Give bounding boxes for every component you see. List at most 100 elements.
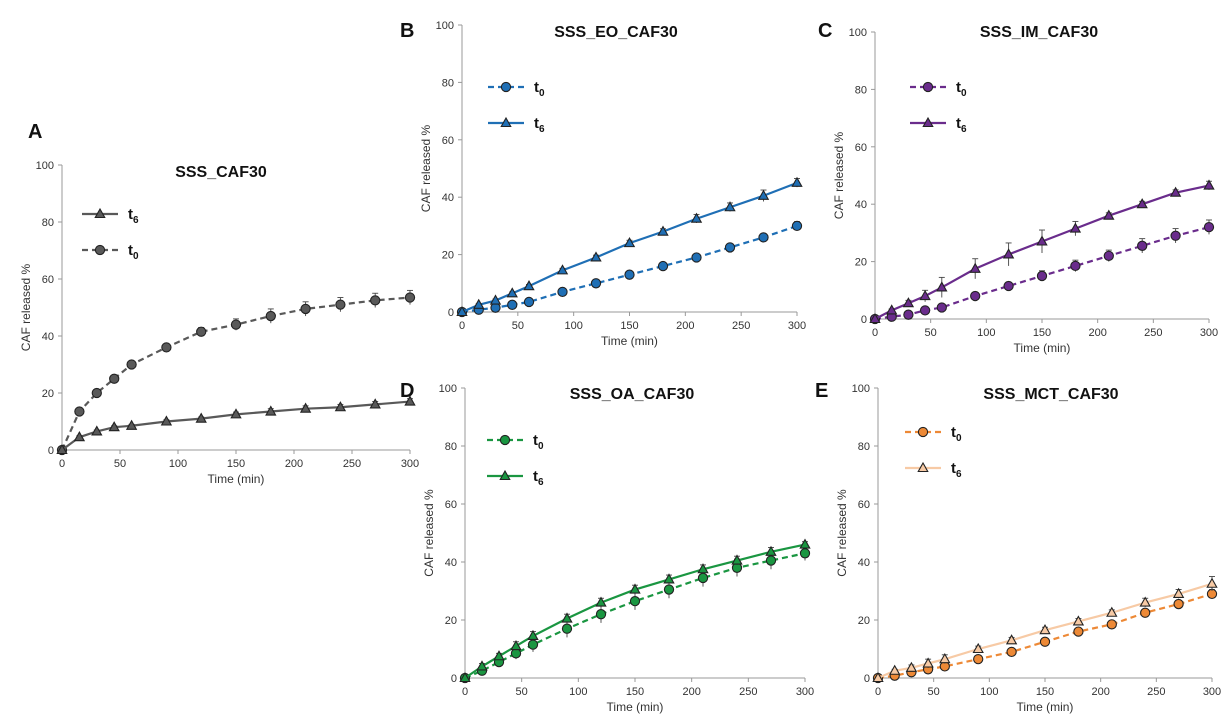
panel-d: D SSS_OA_CAF30 0 20 40 60 80 100 0 50 100 150 200 250… [400,380,814,714]
data-point [922,657,934,668]
data-point [476,660,488,671]
y-tick-label: 100 [36,160,54,172]
legend-label: t6 [128,206,139,226]
data-point [459,671,471,683]
data-point [73,431,86,442]
data-point [1172,587,1185,598]
y-tick-label: 60 [442,135,454,147]
data-point [161,342,172,353]
data-point [1069,222,1082,233]
panel-letter: A [28,121,42,143]
data-point [561,612,573,623]
x-tick-label: 50 [516,686,528,698]
legend-label: t6 [951,460,962,480]
x-axis-label: Time (min) [1014,341,1071,355]
y-tick-label: 20 [442,250,454,262]
data-point [1137,240,1148,251]
x-tick-label: 0 [59,458,65,470]
x-tick-label: 0 [459,320,465,332]
data-point [791,176,803,187]
legend-label: t0 [956,79,967,99]
data-point [791,220,803,232]
panel-title: SSS_OA_CAF30 [570,386,695,403]
legend-marker [500,116,512,128]
y-tick-label: 20 [855,257,867,269]
data-point [1003,280,1014,292]
data-point [300,303,311,315]
x-tick-label: 200 [676,320,694,332]
data-point [972,642,984,654]
data-point [1006,646,1017,658]
legend: t0 t6 [488,79,545,135]
data-point [1206,577,1218,588]
data-point [1139,596,1151,607]
data-point [265,405,277,416]
data-point [902,297,915,308]
data-point [903,309,914,320]
y-axis-label: CAF released % [835,489,849,577]
y-tick-label: 60 [858,499,870,511]
x-tick-label: 150 [1036,686,1054,698]
legend-marker [94,207,106,219]
x-tick-label: 250 [1144,327,1162,339]
data-point [1140,607,1151,618]
panel-letter: E [815,380,828,402]
data-point [1039,636,1051,647]
data-point [1136,198,1148,209]
data-point [799,538,811,549]
x-tick-label: 50 [114,458,126,470]
data-point [1103,209,1115,220]
data-point [1106,606,1118,617]
x-tick-label: 300 [1200,327,1218,339]
data-point [91,387,102,399]
data-point [919,289,931,301]
data-point [765,545,777,556]
x-axis-label: Time (min) [601,334,658,348]
data-point [765,555,777,566]
panel-a: A SSS_CAF30 0 20 40 60 80 100 0 50 100 150 200 250 300… [19,121,419,486]
x-tick-label: 150 [620,320,638,332]
data-point [265,310,276,322]
x-tick-label: 200 [1088,327,1106,339]
data-point [590,251,602,262]
data-point [663,573,675,584]
panel-letter: D [400,380,414,402]
x-axis-label: Time (min) [1017,700,1074,714]
data-point [335,299,346,310]
data-point [869,312,881,324]
y-tick-label: 100 [849,27,867,39]
data-point [1203,179,1215,190]
y-axis-label: CAF released % [419,124,433,212]
data-point [557,286,568,298]
data-point [690,212,703,223]
data-point [697,572,709,584]
y-tick-label: 80 [445,441,457,453]
data-point [125,419,138,430]
data-point [799,548,811,559]
data-point [973,654,984,665]
data-point [1039,624,1051,635]
legend-label: t6 [533,468,544,488]
series-t0 [456,220,803,318]
panel-letter: B [400,20,414,42]
x-tick-label: 250 [343,458,361,470]
legend-label: t6 [956,115,967,135]
series-line [464,552,806,680]
data-point [724,242,736,253]
legend-marker [500,81,512,93]
data-point [657,225,669,236]
y-tick-label: 60 [42,274,54,286]
data-point [889,664,901,675]
y-tick-label: 0 [861,314,867,326]
data-point [404,395,416,406]
data-point [1073,626,1084,637]
data-point [527,639,539,650]
x-tick-label: 50 [512,320,524,332]
data-point [1103,250,1114,262]
data-point [334,401,347,412]
legend-label: t6 [534,115,545,135]
y-tick-label: 40 [445,557,457,569]
data-point [936,302,947,313]
data-point [230,408,242,419]
legend: t0 t6 [487,432,544,488]
